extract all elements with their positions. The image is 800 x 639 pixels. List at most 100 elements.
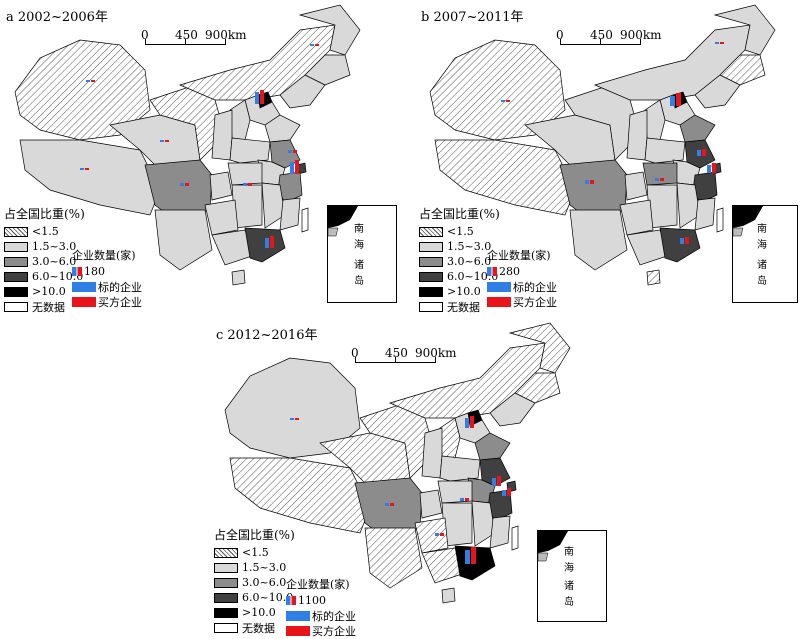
target-label: 标的企业 [312, 609, 356, 623]
region-fujian [279, 197, 301, 231]
inset-char: 南 [354, 224, 364, 235]
region-jilin [514, 372, 561, 404]
class-label: <1.5 [32, 225, 59, 238]
class-label: >10.0 [447, 285, 481, 298]
south-china-sea-inset: 南 海 诸 岛 [732, 205, 798, 303]
map-panel-b: b 2007~2011年 0 450 900km 占全国比重(%) <1.5 1… [415, 0, 800, 315]
region-liaoning [279, 74, 326, 109]
swatch-lt-1.5 [419, 226, 443, 237]
inset-char: 海 [757, 240, 767, 251]
swatch-no-data [419, 301, 443, 312]
scale-bar: 0 450 900km [135, 28, 247, 48]
panel-title: c 2012~2016年 [216, 328, 318, 343]
max-count: 180 [84, 265, 105, 278]
scale-label-0: 0 [556, 28, 564, 42]
region-xinjiang [14, 39, 151, 141]
inset-char: 南 [564, 547, 574, 558]
swatch-gt-10 [4, 286, 28, 297]
inset-char: 海 [354, 240, 364, 251]
class-label: 3.0~6.0 [242, 576, 287, 589]
region-xinjiang [429, 39, 566, 141]
scale-label-450: 450 [590, 28, 613, 42]
class-label: 1.5~3.0 [242, 561, 287, 574]
firm-legend-title: 企业数量(家) [72, 249, 136, 262]
region-hubei [227, 162, 263, 186]
scale-label-900: 900km [415, 346, 457, 360]
class-label: 1.5~3.0 [32, 240, 77, 253]
class-label: 无数据 [447, 300, 480, 314]
count-bar-icon [487, 267, 497, 276]
region-tibet [434, 139, 576, 216]
region-jilin [304, 54, 351, 86]
swatch-no-data [4, 301, 28, 312]
inset-char: 岛 [757, 276, 767, 287]
region-jilin [719, 54, 766, 86]
region-chongqing [209, 171, 233, 201]
target-swatch [487, 281, 511, 292]
region-shandong [679, 114, 716, 143]
swatch-3-6 [4, 256, 28, 267]
region-hainan [231, 269, 246, 286]
class-label: 3.0~6.0 [447, 255, 492, 268]
share-legend: 占全国比重(%) <1.5 1.5~3.0 3.0~6.0 6.0~10.0 >… [214, 526, 295, 636]
acquirer-label: 买方企业 [513, 295, 557, 309]
firm-bars-b [501, 42, 724, 244]
share-legend: 占全国比重(%) <1.5 1.5~3.0 3.0~6.0 6.0~10.0 >… [419, 205, 500, 315]
max-count: 280 [499, 265, 520, 278]
region-liaoning [694, 74, 741, 109]
swatch-6-10 [214, 592, 238, 603]
region-hubei [642, 162, 678, 186]
class-label: 6.0~10.0 [32, 270, 84, 283]
region-henan [644, 137, 686, 164]
legend-title: 占全国比重(%) [4, 207, 85, 221]
region-yunnan [364, 527, 423, 589]
map-panel-c: c 2012~2016年 0 450 900km 占全国比重(%) <1.5 1… [210, 318, 610, 638]
scale-bar: 0 450 900km [550, 28, 662, 48]
acquirer-swatch [72, 296, 96, 307]
swatch-1.5-3 [419, 241, 443, 252]
region-taiwan [301, 207, 309, 233]
region-shandong [474, 432, 511, 461]
swatch-lt-1.5 [214, 547, 238, 558]
region-chongqing [624, 171, 648, 201]
scale-label-900: 900km [620, 28, 662, 42]
share-legend: 占全国比重(%) <1.5 1.5~3.0 3.0~6.0 6.0~10.0 >… [4, 205, 85, 315]
legend-title: 占全国比重(%) [214, 528, 295, 542]
region-taiwan [511, 525, 519, 551]
region-shaanxi [626, 109, 648, 161]
firm-bars-a [80, 44, 319, 248]
region-taiwan [716, 207, 724, 233]
firm-legend: 企业数量(家) 280 标的企业 买方企业 [487, 247, 557, 310]
class-label: <1.5 [447, 225, 474, 238]
region-fujian [489, 515, 511, 549]
panel-title: a 2002~2006年 [6, 10, 108, 25]
class-label: 无数据 [32, 300, 65, 314]
class-label: >10.0 [32, 285, 66, 298]
scale-label-900: 900km [205, 28, 247, 42]
firm-legend-title: 企业数量(家) [286, 578, 350, 591]
acquirer-label: 买方企业 [312, 624, 356, 638]
china-map-a [14, 4, 361, 286]
swatch-3-6 [419, 256, 443, 267]
firm-legend-title: 企业数量(家) [487, 249, 551, 262]
count-bar-icon [286, 596, 296, 605]
region-yunnan [154, 209, 213, 271]
region-guizhou [619, 199, 654, 236]
region-yunnan [569, 209, 628, 271]
inset-char: 岛 [354, 276, 364, 287]
inset-char: 诸 [757, 260, 767, 271]
region-liaoning [489, 392, 536, 427]
acquirer-swatch [487, 296, 511, 307]
inset-char: 海 [564, 563, 574, 574]
scale-label-0: 0 [141, 28, 149, 42]
china-map-c [224, 322, 571, 604]
region-guizhou [414, 517, 449, 554]
target-label: 标的企业 [98, 280, 142, 294]
max-count: 1100 [298, 594, 326, 607]
class-label: <1.5 [242, 546, 269, 559]
scale-bar: 0 450 900km [345, 346, 457, 366]
class-label: 6.0~10.0 [242, 591, 294, 604]
panel-title: b 2007~2011年 [421, 10, 524, 25]
class-label: 3.0~6.0 [32, 255, 77, 268]
region-shaanxi [421, 427, 443, 479]
